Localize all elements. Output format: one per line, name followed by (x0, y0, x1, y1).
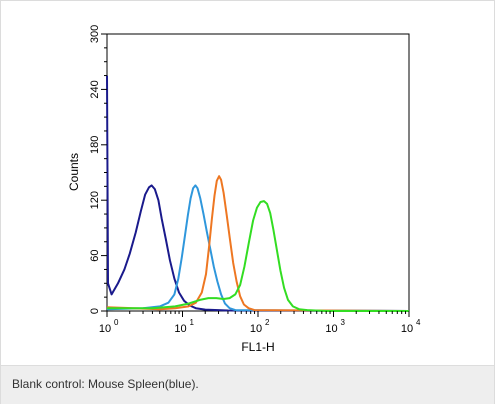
x-tick-label: 10 (401, 323, 413, 335)
x-tick-exponent: 1 (190, 318, 195, 327)
y-tick-label: 0 (89, 308, 101, 314)
histogram-line-3 (106, 175, 410, 312)
y-tick-label: 300 (89, 25, 101, 43)
chart-background (66, 18, 434, 362)
figure-caption: Blank control: Mouse Spleen(blue). (12, 377, 199, 391)
x-tick-label: 10 (99, 323, 111, 335)
caption-bar: Blank control: Mouse Spleen(blue). (1, 365, 494, 404)
y-axis-label: Counts (67, 153, 81, 191)
x-tick-label: 10 (174, 323, 186, 335)
histogram-line-2 (106, 184, 410, 312)
x-tick-label: 10 (325, 323, 337, 335)
y-tick-label: 120 (89, 191, 101, 209)
y-tick-label: 60 (89, 249, 101, 261)
x-axis-label: FL1-H (241, 340, 274, 354)
series-layer (106, 75, 410, 312)
x-tick-label: 10 (250, 323, 262, 335)
x-tick-exponent: 0 (114, 318, 119, 327)
y-tick-label: 240 (89, 80, 101, 98)
x-tick-exponent: 2 (265, 318, 270, 327)
histogram-line-4 (107, 200, 409, 312)
x-tick-exponent: 3 (341, 318, 346, 327)
x-tick-exponent: 4 (416, 318, 421, 327)
y-axis-ticks: 0 60 120 180 240 300 (89, 25, 107, 314)
y-tick-label: 180 (89, 136, 101, 154)
figure-area: 10 0 10 1 10 2 10 3 10 4 0 60 120 180 240 300 FL1-H Co… (1, 1, 494, 365)
